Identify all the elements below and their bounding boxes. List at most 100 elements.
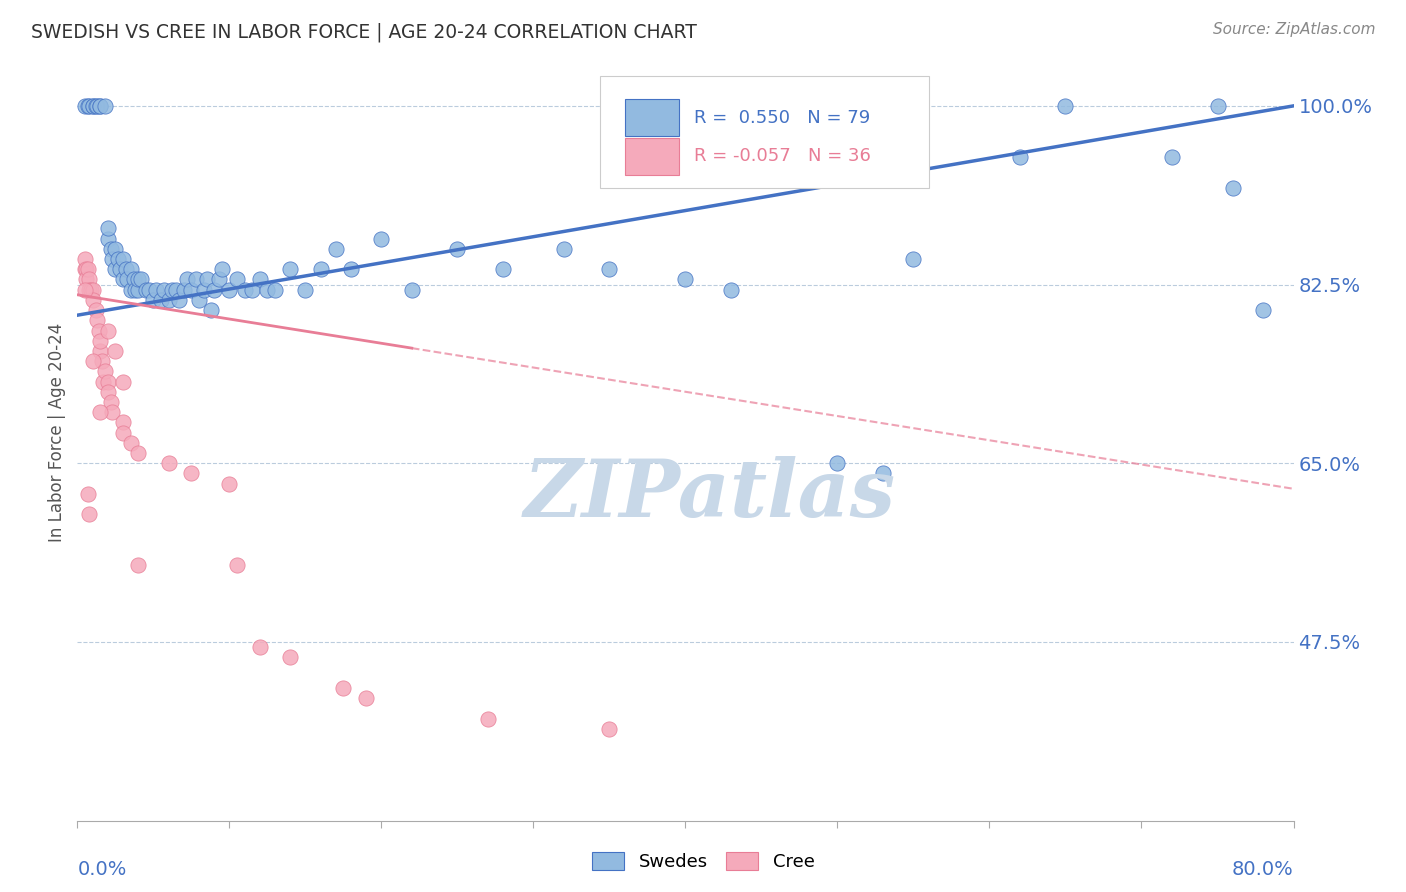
Point [264, 283, 287, 297]
Point [122, 272, 145, 286]
Point [111, 272, 134, 286]
Point [872, 467, 894, 481]
Point [370, 231, 392, 245]
Point [82, 99, 104, 113]
Point [256, 283, 278, 297]
Legend: Swedes, Cree: Swedes, Cree [585, 845, 821, 879]
Point [75, 272, 97, 286]
Point [332, 681, 354, 695]
Point [309, 262, 332, 277]
Point [104, 343, 127, 358]
Point [165, 283, 187, 297]
Point [127, 283, 149, 297]
Point [153, 283, 176, 297]
Point [93, 364, 115, 378]
Point [82, 99, 104, 113]
Point [127, 272, 149, 286]
Point [73, 252, 96, 266]
Point [73, 283, 96, 297]
FancyBboxPatch shape [624, 137, 679, 175]
Point [111, 425, 134, 440]
Point [86, 99, 108, 113]
Point [184, 272, 207, 286]
Point [598, 262, 620, 277]
Point [157, 293, 180, 307]
Point [340, 262, 363, 277]
Point [73, 99, 96, 113]
Point [75, 262, 97, 277]
Point [157, 456, 180, 470]
Point [117, 272, 139, 286]
Text: 0.0%: 0.0% [77, 860, 127, 879]
Point [249, 272, 271, 286]
Point [149, 293, 172, 307]
Point [111, 375, 134, 389]
Point [87, 324, 110, 338]
Point [97, 375, 120, 389]
Point [97, 231, 120, 245]
Point [120, 262, 142, 277]
Point [226, 272, 249, 286]
Point [211, 262, 233, 277]
Point [278, 650, 301, 665]
Point [278, 262, 301, 277]
Point [89, 343, 111, 358]
Text: ZIPatlas: ZIPatlas [523, 456, 896, 533]
Point [1251, 303, 1274, 318]
Point [97, 221, 120, 235]
Point [127, 558, 149, 573]
Point [208, 272, 231, 286]
Point [91, 375, 114, 389]
Point [195, 272, 218, 286]
Point [84, 99, 107, 113]
Point [180, 467, 202, 481]
Point [79, 508, 101, 522]
Point [1161, 150, 1184, 164]
Point [1222, 180, 1244, 194]
Point [120, 283, 142, 297]
Point [111, 252, 134, 266]
Point [86, 313, 108, 327]
Point [200, 303, 222, 318]
Point [129, 272, 152, 286]
Point [120, 435, 142, 450]
Point [160, 283, 183, 297]
Point [82, 354, 104, 368]
Point [97, 324, 120, 338]
Point [180, 283, 202, 297]
Point [354, 691, 377, 706]
Point [294, 283, 316, 297]
Point [104, 262, 127, 277]
Point [77, 487, 100, 501]
Point [101, 252, 124, 266]
Point [89, 405, 111, 419]
Point [77, 262, 100, 277]
Point [124, 283, 146, 297]
Point [240, 283, 263, 297]
Y-axis label: In Labor Force | Age 20-24: In Labor Force | Age 20-24 [48, 323, 66, 542]
Point [173, 283, 195, 297]
Point [82, 293, 104, 307]
Text: Source: ZipAtlas.com: Source: ZipAtlas.com [1212, 22, 1375, 37]
Point [107, 252, 129, 266]
Point [104, 242, 127, 256]
Point [138, 283, 160, 297]
Point [202, 283, 225, 297]
Point [226, 558, 249, 573]
Point [218, 476, 240, 491]
Point [111, 416, 134, 430]
FancyBboxPatch shape [624, 99, 679, 136]
Point [115, 262, 138, 277]
Point [167, 293, 190, 307]
Point [97, 384, 120, 399]
Point [90, 354, 112, 368]
Point [492, 262, 515, 277]
Point [89, 334, 111, 348]
Point [903, 252, 925, 266]
Point [553, 242, 575, 256]
Point [401, 283, 423, 297]
FancyBboxPatch shape [600, 76, 929, 188]
Point [79, 99, 101, 113]
Point [188, 293, 211, 307]
Point [79, 272, 101, 286]
